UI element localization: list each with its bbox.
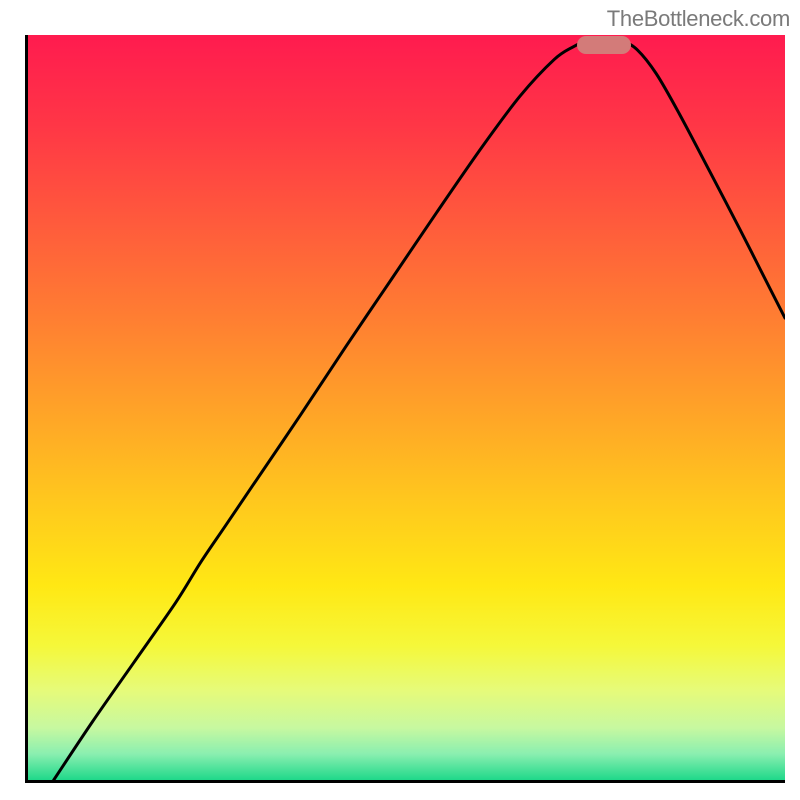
optimal-marker (577, 36, 631, 54)
bottleneck-curve (28, 35, 785, 780)
watermark-text: TheBottleneck.com (607, 6, 790, 32)
bottleneck-chart (25, 35, 785, 783)
